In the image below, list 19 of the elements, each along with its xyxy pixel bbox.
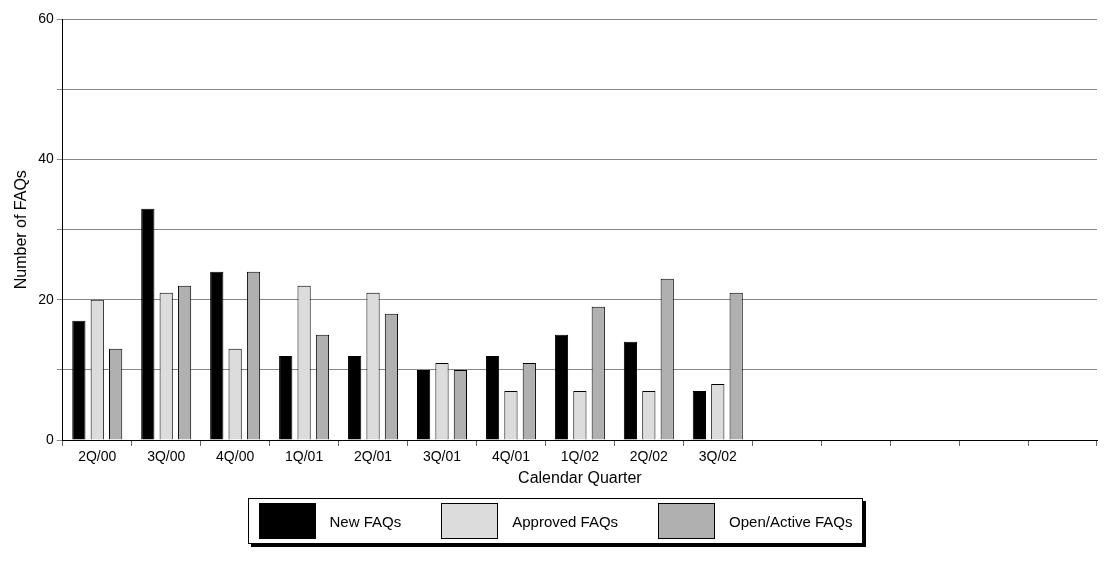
x-tick-label: 1Q/01 [285,448,324,465]
x-tick-label: 3Q/01 [422,448,462,465]
x-tick-label: 2Q/00 [78,448,117,465]
y-tick-label: 40 [38,150,54,167]
legend-label: Open/Active FAQs [729,512,853,530]
legend-label: New FAQs [329,512,402,530]
x-tick-label: 1Q/02 [560,448,600,465]
x-tick-label: 4Q/01 [491,448,531,465]
x-axis-title: Calendar Quarter [518,468,643,486]
x-tick-label: 2Q/01 [353,448,393,465]
x-tick-label: 3Q/02 [698,448,738,465]
x-tick-label: 4Q/00 [216,448,255,465]
legend-label: Approved FAQs [512,512,619,530]
x-tick-label: 3Q/00 [147,448,186,465]
x-tick-label: 2Q/02 [629,448,669,465]
y-tick-label: 20 [38,290,54,307]
y-tick-label: 60 [38,10,54,27]
y-axis-title: Number of FAQs [12,170,30,290]
y-tick-label: 0 [45,430,54,447]
